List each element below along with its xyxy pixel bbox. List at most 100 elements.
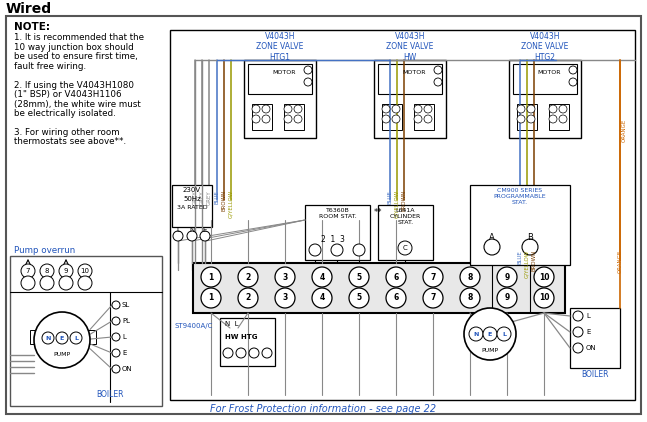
Text: 7: 7 [430,293,435,303]
Text: V4043H
ZONE VALVE
HTG2: V4043H ZONE VALVE HTG2 [521,32,569,62]
Circle shape [59,276,73,290]
Text: 9: 9 [505,273,510,281]
Circle shape [392,105,400,113]
Circle shape [262,105,270,113]
Bar [170,30,635,400]
Text: 10: 10 [80,268,89,274]
Circle shape [309,244,321,256]
Circle shape [284,105,292,113]
Bar [244,60,316,138]
Circle shape [112,333,120,341]
Circle shape [284,115,292,123]
Bar [517,104,537,130]
Circle shape [434,78,442,86]
Bar [414,104,434,130]
Circle shape [201,288,221,308]
Text: BOILER: BOILER [581,370,609,379]
Circle shape [304,66,312,74]
Text: L: L [502,332,506,336]
Circle shape [497,267,517,287]
Text: MOTOR: MOTOR [537,70,560,75]
Text: 8: 8 [467,293,473,303]
Circle shape [353,244,365,256]
Circle shape [304,78,312,86]
Circle shape [34,312,90,368]
Circle shape [252,105,260,113]
Text: ORANGE: ORANGE [617,250,622,273]
Circle shape [238,288,258,308]
Circle shape [262,348,272,358]
Circle shape [414,105,422,113]
Circle shape [527,105,535,113]
Circle shape [549,105,557,113]
Text: 1: 1 [208,273,214,281]
Circle shape [275,288,295,308]
Circle shape [201,267,221,287]
Circle shape [349,267,369,287]
Text: L: L [122,334,126,340]
Text: 3. For wiring other room: 3. For wiring other room [14,128,120,137]
Bar [10,256,162,406]
Circle shape [275,267,295,287]
Text: HW HTG: HW HTG [225,334,258,340]
Circle shape [312,288,332,308]
Text: PUMP: PUMP [54,352,71,357]
Text: E: E [488,332,492,336]
Text: L: L [586,313,590,319]
Text: 2: 2 [245,273,250,281]
Circle shape [517,115,525,123]
Circle shape [112,349,120,357]
Circle shape [386,288,406,308]
Bar [193,263,565,313]
Circle shape [414,115,422,123]
Circle shape [382,105,390,113]
Text: BOILER: BOILER [96,390,124,399]
Circle shape [392,115,400,123]
Text: E: E [586,329,590,335]
Text: G/YELLOW: G/YELLOW [395,190,399,218]
Text: GREY: GREY [193,190,197,205]
Text: BLUE: BLUE [388,190,393,204]
Circle shape [21,264,35,278]
Circle shape [173,231,183,241]
Text: ON: ON [586,345,597,351]
Circle shape [249,348,259,358]
Text: 50Hz: 50Hz [183,196,201,202]
Circle shape [460,267,480,287]
Text: 5: 5 [356,273,362,281]
Text: ORANGE: ORANGE [622,119,627,142]
Text: 10 way junction box should: 10 way junction box should [14,43,134,51]
Circle shape [517,105,525,113]
Text: 2  1  3: 2 1 3 [320,235,344,244]
Text: thermostats see above**.: thermostats see above**. [14,138,126,146]
Text: L: L [176,227,180,233]
Text: PUMP: PUMP [481,348,499,353]
Circle shape [534,288,554,308]
Text: 5: 5 [356,293,362,303]
Text: 9: 9 [505,293,510,303]
Text: 10: 10 [539,273,549,281]
Circle shape [559,115,567,123]
Circle shape [464,308,516,360]
Circle shape [573,343,583,353]
Circle shape [312,267,332,287]
Circle shape [349,288,369,308]
Text: N: N [190,227,195,233]
Text: 2: 2 [245,293,250,303]
Bar [88,330,96,344]
Circle shape [460,288,480,308]
Text: V4043H
ZONE VALVE
HTG1: V4043H ZONE VALVE HTG1 [256,32,303,62]
Circle shape [559,105,567,113]
Text: PL: PL [122,318,130,324]
Text: BROWN: BROWN [531,250,536,271]
Bar [470,185,570,265]
Bar [549,104,569,130]
Circle shape [238,267,258,287]
Text: For Frost Protection information - see page 22: For Frost Protection information - see p… [210,404,436,414]
Text: 8: 8 [467,273,473,281]
Circle shape [21,276,35,290]
Text: BLUE: BLUE [518,250,523,264]
Text: (28mm), the white wire must: (28mm), the white wire must [14,100,141,108]
Text: E: E [203,227,207,233]
Text: A: A [489,233,495,242]
